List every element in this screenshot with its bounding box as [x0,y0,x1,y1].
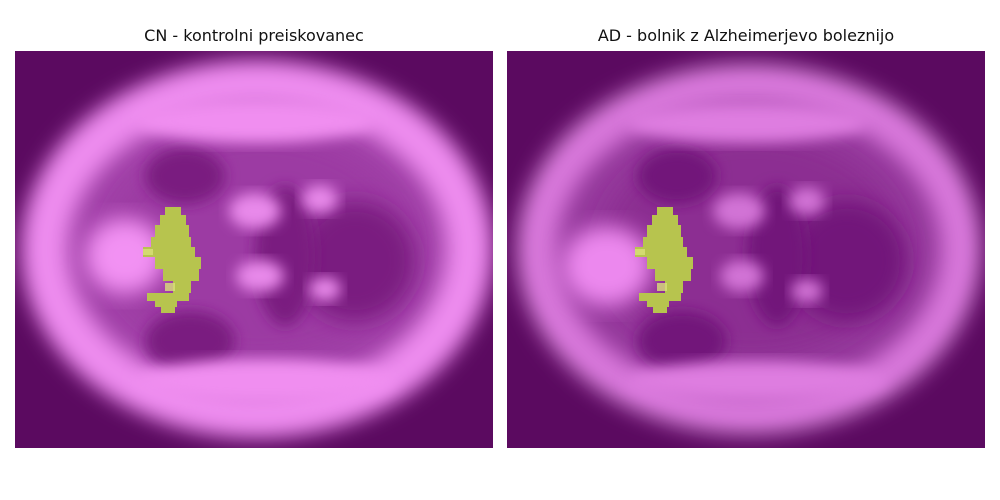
pet-scan-image-cn [15,51,493,448]
panel-cn: CN - kontrolni preiskovanec [15,0,493,500]
pet-scan-image-ad [507,51,985,448]
pet-scan-graphic [15,51,493,448]
panel-ad: AD - bolnik z Alzheimerjevo boleznijo [507,0,985,500]
pet-scan-graphic [507,51,985,448]
panel-title: AD - bolnik z Alzheimerjevo boleznijo [597,26,895,45]
panel-title: CN - kontrolni preiskovanec [144,26,364,45]
hippocampus-overlay [143,207,201,313]
hippocampus-overlay [635,207,693,313]
